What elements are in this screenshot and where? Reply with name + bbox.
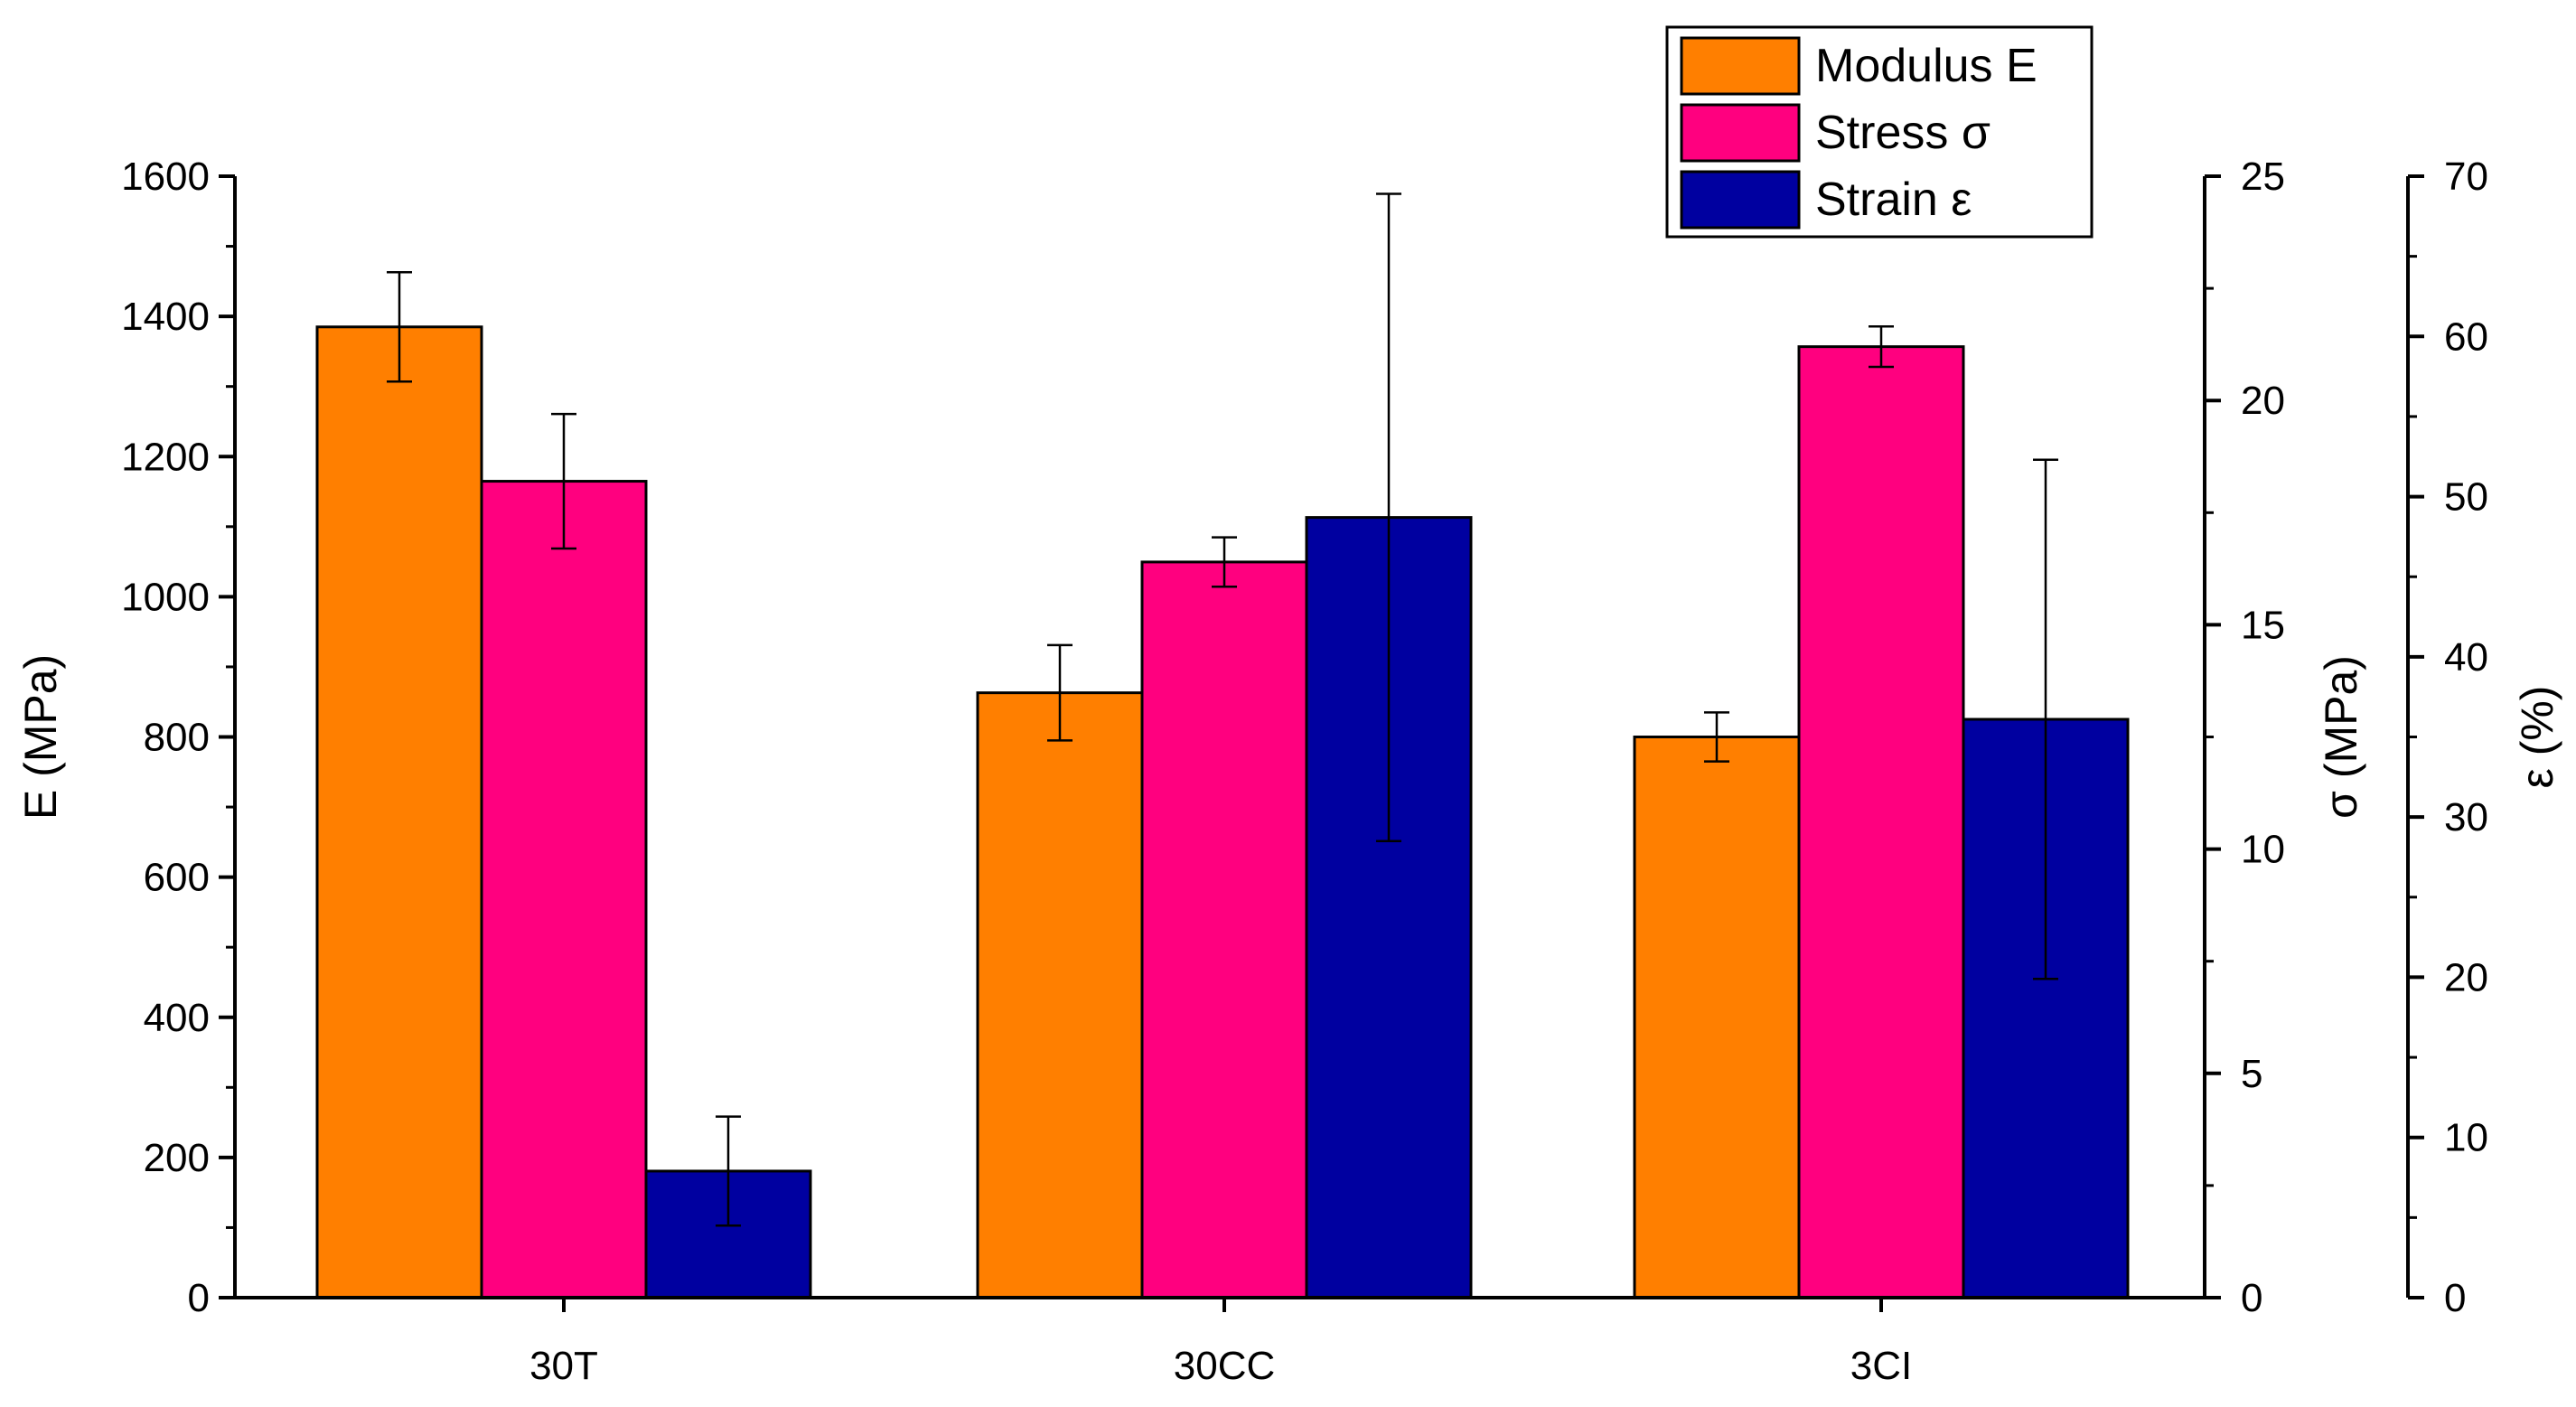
x-tick-label-30T: 30T — [529, 1344, 598, 1388]
y-tick-label-E: 800 — [144, 716, 210, 760]
error-bar-sigma-30T — [551, 412, 576, 550]
y-tick-label-eps: 0 — [2444, 1276, 2466, 1320]
error-bar-sigma-30CC — [1212, 536, 1237, 588]
y-axis-title-eps: ε (%) — [2512, 686, 2562, 789]
bar-E-3CI — [1633, 736, 1801, 1299]
y-tick-label-eps: 60 — [2444, 314, 2488, 359]
y-tick-label-eps: 20 — [2444, 955, 2488, 999]
error-bar-E-30T — [387, 271, 412, 383]
error-bars-layer — [387, 192, 2058, 1227]
y-axis-title-E: E (MPa) — [15, 654, 66, 820]
bars-layer — [315, 325, 2130, 1299]
y-tick-label-sigma: 25 — [2241, 155, 2285, 199]
legend-label-sigma: Stress σ — [1815, 107, 1991, 159]
y-tick-label-E: 1200 — [121, 435, 210, 479]
y-tick-label-E: 1000 — [121, 575, 210, 619]
bar-sigma-3CI — [1797, 345, 1965, 1299]
error-bar-E-3CI — [1704, 711, 1729, 763]
y-tick-label-E: 200 — [144, 1136, 210, 1180]
y-tick-label-eps: 50 — [2444, 475, 2488, 520]
error-bar-eps-30T — [716, 1115, 741, 1227]
y-tick-label-eps: 40 — [2444, 635, 2488, 680]
axes-layer: 30T 30CC 3CI02004006008001000120014001600E… — [15, 155, 2562, 1388]
y-tick-label-E: 400 — [144, 996, 210, 1040]
y-tick-label-E: 1400 — [121, 295, 210, 339]
legend-swatch-E — [1680, 36, 1801, 96]
legend: Modulus E Stress σ Strain ε — [1665, 25, 2094, 239]
y-tick-label-eps: 30 — [2444, 795, 2488, 840]
legend-swatch-eps — [1680, 170, 1801, 230]
y-tick-label-sigma: 15 — [2241, 603, 2285, 647]
error-bar-eps-3CI — [2033, 458, 2058, 980]
y-tick-label-sigma: 5 — [2241, 1052, 2262, 1096]
error-bar-eps-30CC — [1376, 192, 1401, 842]
x-tick-label-30CC: 30CC — [1174, 1344, 1276, 1388]
legend-label-E: Modulus E — [1815, 40, 2037, 92]
x-tick-label-3CI: 3CI — [1850, 1344, 1912, 1388]
y-tick-label-sigma: 20 — [2241, 379, 2285, 423]
y-tick-label-sigma: 10 — [2241, 828, 2285, 872]
y-tick-label-E: 600 — [144, 856, 210, 900]
y-tick-label-eps: 70 — [2444, 155, 2488, 199]
error-bar-sigma-3CI — [1869, 325, 1894, 369]
legend-swatch-sigma — [1680, 103, 1801, 163]
bar-sigma-30T — [480, 480, 648, 1299]
bar-E-30CC — [976, 691, 1144, 1299]
y-axis-title-sigma: σ (MPa) — [2316, 655, 2366, 819]
y-tick-label-E: 0 — [188, 1276, 210, 1320]
y-tick-label-E: 1600 — [121, 155, 210, 199]
bar-sigma-30CC — [1140, 560, 1308, 1299]
legend-label-eps: Strain ε — [1815, 174, 1972, 226]
error-bar-E-30CC — [1047, 643, 1073, 742]
y-tick-label-sigma: 0 — [2241, 1276, 2262, 1320]
bar-E-30T — [315, 325, 483, 1299]
y-tick-label-eps: 10 — [2444, 1116, 2488, 1160]
